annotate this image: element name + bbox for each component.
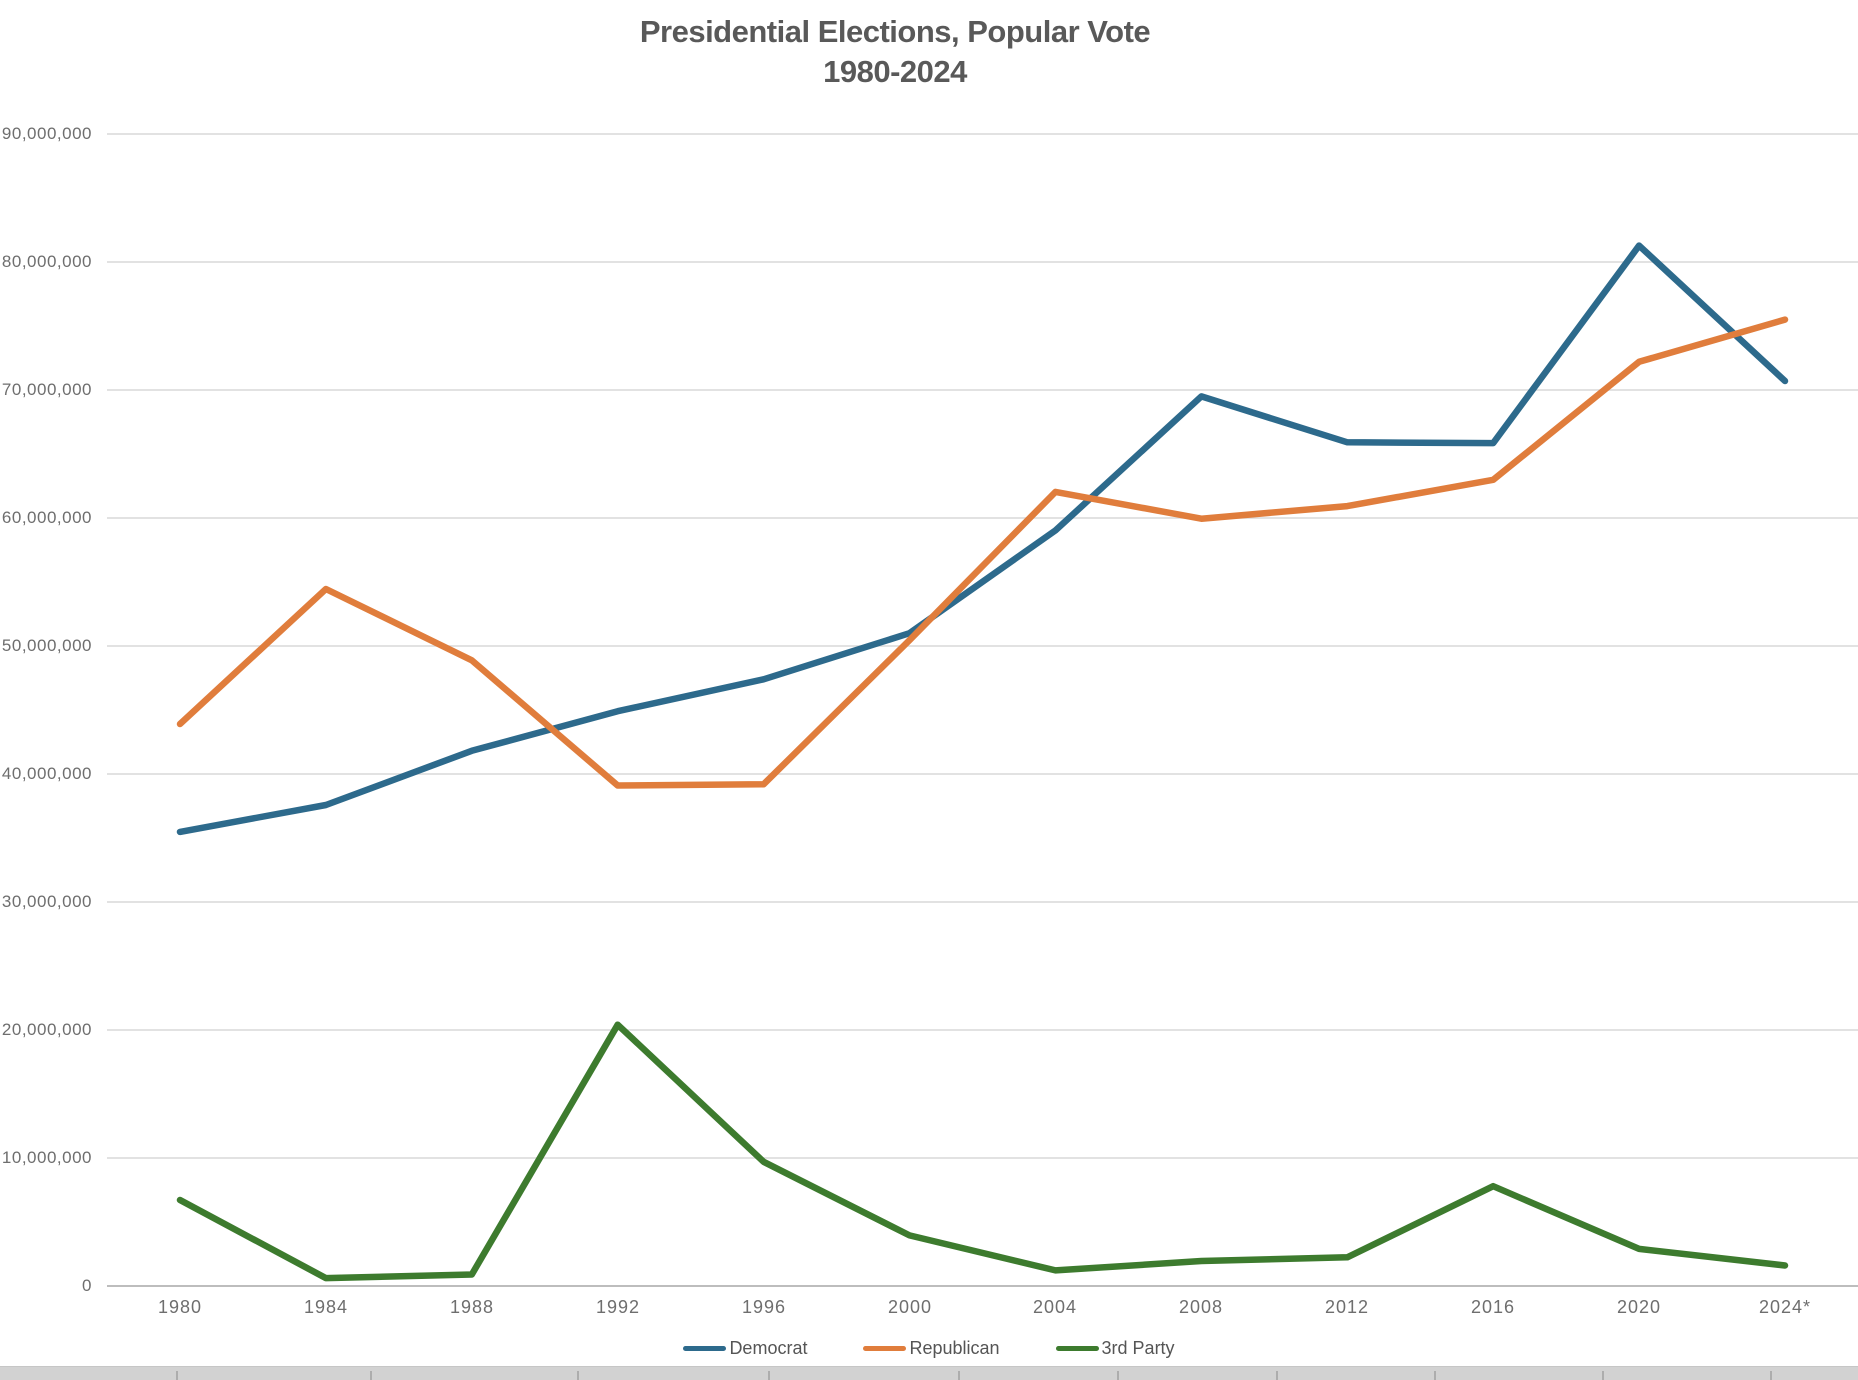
y-axis-tick-label: 30,000,000 bbox=[1, 892, 92, 911]
y-axis-tick-label: 0 bbox=[82, 1276, 92, 1295]
spreadsheet-edge-strip bbox=[0, 1366, 1858, 1380]
x-axis-tick-label: 1988 bbox=[449, 1297, 495, 1317]
x-axis-tick-label: 2016 bbox=[1470, 1297, 1516, 1317]
sheet-column-divider bbox=[768, 1371, 770, 1380]
legend-label-republican: Republican bbox=[909, 1338, 1000, 1358]
series-line-3rd-party bbox=[176, 1021, 1789, 1282]
y-axis-tick-label: 80,000,000 bbox=[1, 252, 92, 271]
chart-title: Presidential Elections, Popular Vote 198… bbox=[0, 12, 1790, 92]
legend-item-3rd-party: 3rd Party bbox=[1055, 1337, 1175, 1359]
legend: Democrat Republican 3rd Party bbox=[0, 1337, 1858, 1359]
x-axis-tick-label: 2008 bbox=[1178, 1297, 1224, 1317]
y-axis-tick-label: 90,000,000 bbox=[1, 124, 92, 143]
sheet-column-divider bbox=[577, 1371, 579, 1380]
x-axis-tick-label: 2004 bbox=[1032, 1297, 1078, 1317]
x-axis-tick-label: 2024* bbox=[1758, 1297, 1812, 1317]
x-axis-tick-label: 2020 bbox=[1616, 1297, 1662, 1317]
sheet-column-divider bbox=[1276, 1371, 1278, 1380]
x-axis-tick-label: 1980 bbox=[157, 1297, 203, 1317]
y-axis-tick-label: 60,000,000 bbox=[1, 508, 92, 527]
sheet-column-divider bbox=[1770, 1371, 1772, 1380]
legend-item-democrat: Democrat bbox=[683, 1337, 807, 1359]
y-axis-tick-label: 10,000,000 bbox=[1, 1148, 92, 1167]
legend-label-3rd-party: 3rd Party bbox=[1101, 1338, 1175, 1358]
sheet-column-divider bbox=[176, 1371, 178, 1380]
legend-label-democrat: Democrat bbox=[729, 1338, 808, 1358]
sheet-column-divider bbox=[1117, 1371, 1119, 1380]
democrat-line-swatch bbox=[683, 1345, 727, 1351]
sheet-column-divider bbox=[370, 1371, 372, 1380]
third-party-line-swatch bbox=[1055, 1345, 1099, 1351]
sheet-column-divider bbox=[958, 1371, 960, 1380]
x-axis-tick-label: 1996 bbox=[741, 1297, 787, 1317]
x-axis-tick-label: 1992 bbox=[595, 1297, 641, 1317]
chart-title-line2: 1980-2024 bbox=[823, 54, 967, 89]
y-axis-tick-label: 50,000,000 bbox=[1, 636, 92, 655]
x-axis-tick-label: 2000 bbox=[887, 1297, 933, 1317]
legend-item-republican: Republican bbox=[863, 1337, 1000, 1359]
y-axis-tick-label: 70,000,000 bbox=[1, 380, 92, 399]
sheet-column-divider bbox=[1434, 1371, 1436, 1380]
y-axis-tick-label: 20,000,000 bbox=[1, 1020, 92, 1039]
chart-title-line1: Presidential Elections, Popular Vote bbox=[639, 14, 1151, 49]
series-line-democrat bbox=[176, 242, 1789, 836]
y-axis-tick-label: 40,000,000 bbox=[1, 764, 92, 783]
series-line-republican bbox=[176, 316, 1789, 789]
republican-line-swatch bbox=[863, 1345, 907, 1351]
x-axis-tick-label: 2012 bbox=[1324, 1297, 1370, 1317]
x-axis-tick-label: 1984 bbox=[303, 1297, 349, 1317]
sheet-column-divider bbox=[1602, 1371, 1604, 1380]
